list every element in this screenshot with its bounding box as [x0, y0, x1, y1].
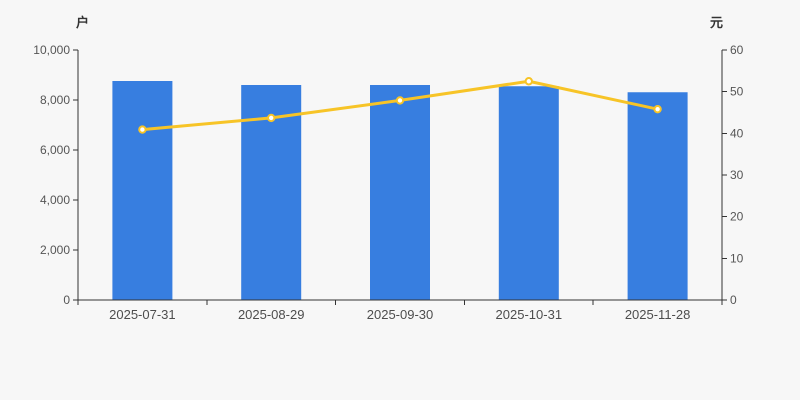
right-axis-tick-label: 10: [730, 251, 744, 265]
bar-2025-11-28[interactable]: [627, 92, 688, 300]
x-axis-category-label: 2025-08-29: [238, 307, 305, 322]
line-point-2025-11-28[interactable]: [653, 104, 662, 114]
bar-2025-09-30[interactable]: [370, 85, 430, 300]
left-axis-tick-label: 8,000: [40, 93, 70, 107]
right-axis-tick-label: 20: [730, 210, 744, 224]
left-axis-tick-label: 0: [63, 293, 70, 307]
left-axis-tick-label: 2,000: [40, 243, 70, 257]
x-axis-category-label: 2025-11-28: [625, 307, 691, 322]
line-point-2025-07-31[interactable]: [138, 125, 147, 134]
left-axis-tick-label: 10,000: [33, 43, 70, 57]
right-axis-unit-label: 元: [710, 15, 724, 30]
right-axis-tick-label: 50: [730, 85, 744, 99]
left-axis-tick-label: 6,000: [40, 143, 70, 157]
line-point-2025-09-30[interactable]: [395, 96, 405, 105]
right-axis-tick-label: 40: [730, 126, 744, 140]
right-axis-tick-label: 30: [730, 168, 744, 182]
x-axis-category-label: 2025-10-31: [496, 307, 563, 322]
bar-2025-07-31[interactable]: [112, 81, 173, 300]
bar-2025-10-31[interactable]: [498, 86, 559, 300]
x-axis-category-label: 2025-07-31: [109, 307, 176, 322]
x-axis-category-label: 2025-09-30: [367, 307, 434, 322]
left-axis-unit-label: 户: [76, 15, 90, 30]
left-axis-tick-label: 4,000: [40, 193, 70, 207]
right-axis-tick-label: 60: [730, 43, 744, 57]
line-point-2025-10-31[interactable]: [524, 77, 533, 86]
right-axis-tick-label: 0: [730, 293, 737, 307]
line-point-2025-08-29[interactable]: [267, 113, 276, 123]
